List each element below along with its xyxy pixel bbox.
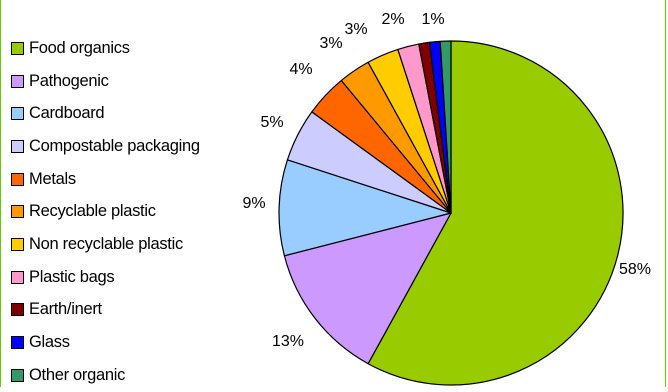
legend-swatch — [11, 41, 24, 55]
legend-item: Food organics — [11, 32, 200, 65]
legend-item: Other organic — [11, 359, 200, 392]
legend-swatch — [11, 237, 24, 251]
legend-item: Glass — [11, 326, 200, 359]
pie-data-label: 13% — [272, 333, 304, 350]
pie-slice — [283, 212, 452, 365]
legend-swatch — [11, 205, 24, 219]
legend-label: Other organic — [29, 365, 126, 384]
legend-swatch — [11, 172, 24, 186]
pie-slice — [278, 159, 452, 257]
legend-item: Cardboard — [11, 97, 200, 130]
pie-data-label: 2% — [381, 11, 404, 28]
legend-label: Pathogenic — [29, 71, 109, 90]
legend-item: Recyclable plastic — [11, 195, 200, 228]
legend-item: Pathogenic — [11, 65, 200, 98]
legend-item: Plastic bags — [11, 261, 200, 294]
legend-label: Non recyclable plastic — [29, 234, 183, 253]
legend-swatch — [11, 107, 24, 121]
chart-legend: Food organics Pathogenic Cardboard Composta… — [11, 32, 200, 392]
legend-swatch — [11, 270, 24, 284]
legend-swatch — [11, 303, 24, 317]
legend-item: Metals — [11, 163, 200, 196]
legend-item: Non recyclable plastic — [11, 228, 200, 261]
pie-data-label: 58% — [619, 261, 651, 278]
pie-slices — [278, 40, 624, 386]
legend-label: Plastic bags — [29, 267, 115, 286]
legend-label: Cardboard — [29, 104, 105, 123]
legend-swatch — [11, 74, 24, 88]
legend-label: Metals — [29, 169, 76, 188]
legend-swatch — [11, 139, 24, 153]
pie-labels: 58% 13% 9% 5% 4% 3%3% 2% 1% — [242, 11, 651, 350]
legend-swatch — [11, 336, 24, 350]
legend-label: Food organics — [29, 38, 130, 57]
pie-data-label: 1% — [421, 11, 444, 28]
pie-data-label: 4% — [289, 61, 312, 78]
legend-label: Earth/inert — [29, 300, 102, 319]
legend-swatch — [11, 368, 24, 382]
pie-data-label: 3% — [344, 21, 367, 38]
legend-item: Earth/inert — [11, 294, 200, 327]
legend-label: Compostable packaging — [29, 136, 200, 155]
pie-data-label: 5% — [260, 114, 283, 131]
pie-slice — [367, 40, 624, 386]
pie-slice — [439, 40, 452, 214]
legend-item: Compostable packaging — [11, 130, 200, 163]
pie-data-label: 3% — [319, 35, 342, 52]
legend-label: Glass — [29, 333, 70, 352]
pie-data-label: 9% — [242, 195, 265, 212]
legend-label: Recyclable plastic — [29, 202, 156, 221]
